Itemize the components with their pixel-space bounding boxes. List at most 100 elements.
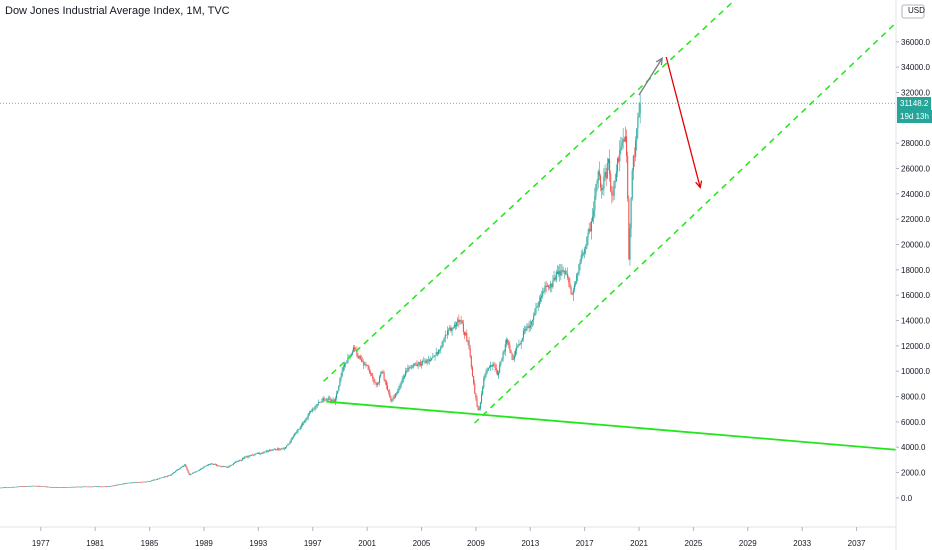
candle-body xyxy=(595,184,597,196)
candle-body xyxy=(324,399,326,401)
candle-body xyxy=(466,332,468,342)
candle-body xyxy=(519,343,521,345)
candle-body xyxy=(261,452,263,454)
candle-body xyxy=(168,475,170,477)
bar-countdown-badge: 19d 13h xyxy=(897,110,932,124)
candle-body xyxy=(320,401,322,403)
candle-body xyxy=(233,462,236,464)
candle-body xyxy=(289,441,291,444)
candle-body xyxy=(376,383,378,386)
candle-body xyxy=(141,481,143,483)
candle-body xyxy=(170,474,172,476)
candle-body xyxy=(71,486,74,488)
candle-body xyxy=(52,487,54,488)
candle-body xyxy=(210,463,212,465)
candle-body xyxy=(314,406,316,410)
candle-body xyxy=(340,376,342,379)
candle-body xyxy=(102,486,104,488)
candle-body xyxy=(589,228,591,232)
candle-body xyxy=(132,482,134,484)
candle-body xyxy=(226,466,228,468)
candle-body xyxy=(83,486,85,488)
candle-body xyxy=(228,466,230,468)
upper-channel[interactable] xyxy=(323,0,896,382)
candle-body xyxy=(496,369,498,376)
candle-body xyxy=(137,482,139,483)
projection-down[interactable] xyxy=(665,56,701,188)
candle-body xyxy=(207,464,210,466)
candle-body xyxy=(358,356,360,359)
candle-body xyxy=(560,270,562,276)
candle-body xyxy=(87,486,89,488)
candle-body xyxy=(613,181,615,196)
candle-body xyxy=(555,271,557,280)
candle-body xyxy=(372,375,374,379)
candle-body xyxy=(604,172,606,177)
candle-body xyxy=(246,456,248,458)
candle-body xyxy=(78,486,80,488)
candle-body xyxy=(113,485,115,487)
candle-body xyxy=(408,367,410,369)
candle-body xyxy=(565,273,568,275)
currency-box[interactable] xyxy=(896,4,932,20)
candle-body xyxy=(11,487,14,488)
candle-body xyxy=(321,401,323,403)
candle-body xyxy=(365,364,367,366)
candle-body xyxy=(326,399,328,401)
candle-body xyxy=(199,468,202,470)
support-trendline[interactable] xyxy=(326,400,897,451)
candle-body xyxy=(534,313,536,316)
candle-body xyxy=(155,479,157,481)
lower-channel[interactable] xyxy=(473,22,897,424)
candle-body xyxy=(371,373,373,376)
candle-body xyxy=(632,156,634,171)
candle-body xyxy=(332,399,334,401)
candle-body xyxy=(143,481,145,483)
candle-body xyxy=(384,379,386,382)
candle-body xyxy=(593,210,595,217)
candle-body xyxy=(535,307,537,314)
candle-body xyxy=(164,476,166,478)
candle-body xyxy=(360,359,362,362)
candle-body xyxy=(389,392,391,397)
candle-body xyxy=(558,271,560,275)
candle-body xyxy=(346,362,348,364)
candle-body xyxy=(568,277,570,283)
candle-body xyxy=(495,367,497,370)
candle-body xyxy=(637,117,639,129)
candle-body xyxy=(53,487,55,489)
candle-body xyxy=(531,319,534,322)
x-tick-label: 1997 xyxy=(304,539,322,548)
plot-area[interactable] xyxy=(0,0,897,489)
candle-body xyxy=(537,306,539,307)
time-axis[interactable]: 1977 1981 1985 1989 1993 1997 2001 2005 2009 2013… xyxy=(32,527,866,548)
candle-body xyxy=(636,128,638,141)
candle-body xyxy=(0,487,2,489)
candle-body xyxy=(264,451,266,453)
candle-body xyxy=(47,486,49,488)
candle-body xyxy=(606,163,608,179)
projection-up[interactable] xyxy=(638,57,663,96)
candle-body xyxy=(151,480,153,482)
candle-body xyxy=(334,398,336,403)
candle-body xyxy=(460,320,462,321)
candle-body xyxy=(330,399,332,402)
candle-body xyxy=(100,486,102,488)
candle-body xyxy=(317,402,319,405)
currency-label[interactable]: USD xyxy=(908,6,925,15)
candle-body xyxy=(240,459,242,461)
candle-body xyxy=(638,113,640,118)
candle-body xyxy=(563,270,565,272)
candle-body xyxy=(359,356,361,360)
candle-body xyxy=(166,476,168,478)
candle-body xyxy=(202,468,204,469)
candle-body xyxy=(328,398,330,400)
candle-body xyxy=(237,461,239,463)
candle-body xyxy=(339,378,341,386)
candle-body xyxy=(238,460,240,462)
candle-body xyxy=(627,155,629,199)
candle-body xyxy=(628,198,630,260)
candle-body xyxy=(461,320,463,324)
price-axis[interactable]: 0.0 2000.0 4000.0 6000.0 8000.0 10000.0 12000.… xyxy=(896,6,930,503)
